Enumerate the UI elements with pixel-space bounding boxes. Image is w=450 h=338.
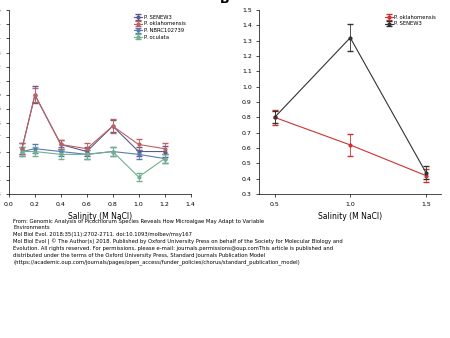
Text: From: Genomic Analysis of Picochlorum Species Reveals How Microalgae May Adapt t: From: Genomic Analysis of Picochlorum Sp… [14,219,343,265]
Legend: P. oklahomensis, P. SENEW3: P. oklahomensis, P. SENEW3 [383,13,438,29]
X-axis label: Salinity (M NaCl): Salinity (M NaCl) [68,212,132,221]
X-axis label: Salinity (M NaCl): Salinity (M NaCl) [318,212,382,221]
Legend: P. SENEW3, P. oklahomensis, P. NBRC102739, P. oculata: P. SENEW3, P. oklahomensis, P. NBRC10273… [132,13,188,42]
Text: B: B [220,0,229,6]
